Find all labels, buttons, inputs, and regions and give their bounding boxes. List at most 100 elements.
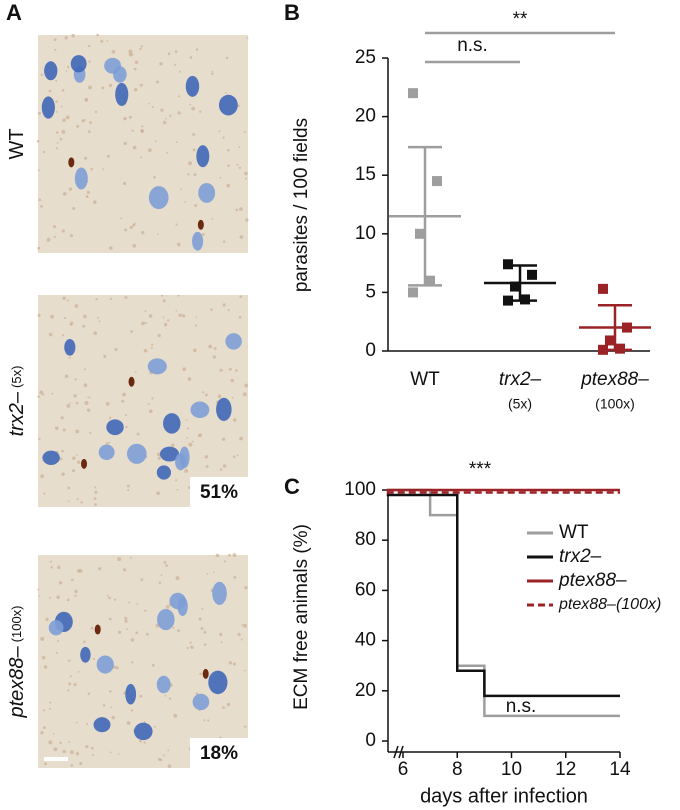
stain-speck xyxy=(177,629,181,633)
stain-speck xyxy=(53,235,56,239)
stain-speck xyxy=(238,146,241,148)
stain-speck xyxy=(55,651,58,654)
stain-speck xyxy=(139,83,143,87)
nucleus xyxy=(159,446,180,462)
stain-speck xyxy=(156,80,160,84)
stain-speck xyxy=(114,347,118,351)
y-tick-label: 15 xyxy=(355,164,376,185)
stain-speck xyxy=(118,630,122,634)
stain-speck xyxy=(201,608,204,610)
stain-speck xyxy=(141,230,145,235)
nucleus xyxy=(157,608,175,631)
stain-speck xyxy=(94,490,98,494)
stain-speck xyxy=(203,630,207,634)
stain-speck xyxy=(167,319,170,322)
stain-speck xyxy=(222,136,225,139)
stain-speck xyxy=(238,315,242,319)
stain-speck xyxy=(49,701,52,704)
stain-speck xyxy=(45,617,49,622)
legend-label: ptex88– xyxy=(558,570,627,591)
stain-speck xyxy=(203,719,206,722)
stain-speck xyxy=(179,70,182,73)
stain-speck xyxy=(188,161,192,166)
stain-speck xyxy=(186,646,189,650)
stain-speck xyxy=(227,553,231,557)
stain-speck xyxy=(108,441,111,444)
stain-speck xyxy=(188,442,193,447)
stain-speck xyxy=(172,626,175,629)
stain-speck xyxy=(113,598,117,601)
stain-speck xyxy=(222,464,227,468)
stain-speck xyxy=(59,137,63,141)
stain-speck xyxy=(86,408,91,412)
stain-speck xyxy=(194,204,198,207)
stain-speck xyxy=(189,103,192,106)
point xyxy=(425,275,435,286)
stain-speck xyxy=(245,177,247,180)
stain-speck xyxy=(69,402,71,404)
stain-speck xyxy=(181,314,186,318)
stain-speck xyxy=(237,632,241,637)
stain-speck xyxy=(133,88,138,92)
stain-speck xyxy=(206,573,209,575)
stain-speck xyxy=(165,117,168,120)
stain-speck xyxy=(36,139,40,143)
stain-speck xyxy=(50,314,55,319)
stain-speck xyxy=(144,310,147,313)
stain-speck xyxy=(67,659,71,662)
stain-speck xyxy=(126,721,131,725)
stain-speck xyxy=(219,632,223,637)
nucleus xyxy=(134,722,153,741)
point xyxy=(527,269,537,280)
stain-speck xyxy=(175,223,178,226)
stain-speck xyxy=(244,171,248,176)
stain-speck xyxy=(130,330,133,333)
stain-speck xyxy=(125,628,128,630)
stain-speck xyxy=(175,479,178,482)
stain-speck xyxy=(236,163,239,166)
stain-speck xyxy=(238,207,243,212)
stain-speck xyxy=(176,242,181,247)
stain-speck xyxy=(157,456,161,460)
stain-speck xyxy=(222,706,225,709)
x-tick-label: trx2– xyxy=(499,369,542,390)
stain-speck xyxy=(109,751,112,754)
image-label-text: ptex88– xyxy=(6,645,28,718)
stain-speck xyxy=(71,469,75,473)
x-tick-label: 10 xyxy=(501,759,522,780)
stain-speck xyxy=(184,468,189,473)
parasite xyxy=(128,376,135,387)
stain-speck xyxy=(57,640,60,643)
stain-speck xyxy=(180,188,182,190)
stain-speck xyxy=(153,175,156,179)
stain-speck xyxy=(103,354,107,358)
stain-speck xyxy=(136,432,140,436)
annotation: n.s. xyxy=(506,696,537,717)
nucleus xyxy=(190,401,210,419)
image-label: WT xyxy=(6,128,28,159)
y-tick-label: 20 xyxy=(355,680,376,701)
stain-speck xyxy=(162,754,165,757)
stain-speck xyxy=(190,645,194,649)
stain-speck xyxy=(75,752,80,756)
stain-speck xyxy=(64,36,68,40)
stain-speck xyxy=(124,616,128,620)
nucleus xyxy=(156,465,172,480)
stain-speck xyxy=(75,721,78,724)
parasite xyxy=(81,458,88,469)
stain-speck xyxy=(238,166,242,170)
stain-speck xyxy=(246,37,249,39)
stain-speck xyxy=(211,70,214,73)
parasite xyxy=(197,219,204,230)
stain-speck xyxy=(244,586,248,590)
stain-speck xyxy=(42,393,45,396)
nucleus xyxy=(175,453,187,471)
stain-speck xyxy=(90,167,93,171)
stain-speck xyxy=(58,581,63,585)
stain-speck xyxy=(96,316,99,319)
point xyxy=(408,88,418,99)
stain-speck xyxy=(61,472,65,476)
stain-speck xyxy=(143,741,146,744)
nucleus xyxy=(70,55,87,73)
stain-speck xyxy=(124,228,128,232)
